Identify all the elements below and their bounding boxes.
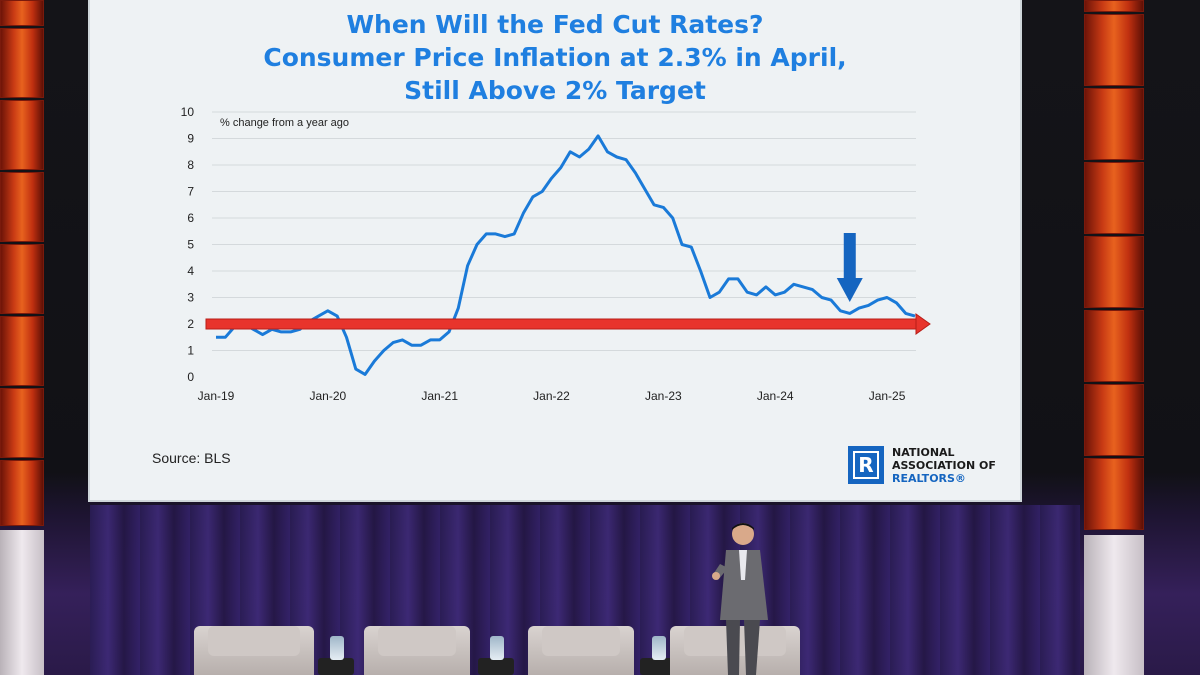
y-tick-label: 3 <box>187 291 194 305</box>
stage-chair <box>194 626 314 675</box>
x-tick-label: Jan-20 <box>309 389 346 403</box>
chart-gridlines <box>212 111 916 351</box>
left-light-pillar <box>0 0 44 675</box>
slide-title-line-2: Consumer Price Inflation at 2.3% in Apri… <box>263 43 847 72</box>
y-axis-label: % change from a year ago <box>220 117 349 129</box>
x-tick-label: Jan-25 <box>869 389 906 403</box>
y-tick-label: 2 <box>187 317 194 331</box>
slide-source: Source: BLS <box>152 450 231 466</box>
y-tick-label: 10 <box>181 105 195 119</box>
x-tick-label: Jan-22 <box>533 389 570 403</box>
nar-logo-mark: R <box>853 451 879 479</box>
target-arrow-shaft <box>205 318 917 330</box>
nar-logo-line-3: REALTORS® <box>892 472 966 485</box>
side-table <box>640 658 676 675</box>
x-tick-label: Jan-23 <box>645 389 682 403</box>
stage-chair <box>528 626 634 675</box>
cpi-series-line <box>216 134 916 376</box>
speaker-figure <box>712 523 768 675</box>
water-bottle <box>490 636 504 660</box>
x-tick-label: Jan-19 <box>198 389 235 403</box>
nar-logo-text: NATIONAL ASSOCIATION OF REALTORS® <box>892 446 996 485</box>
nar-logo-line-2: ASSOCIATION OF <box>892 459 996 472</box>
right-light-pillar <box>1084 0 1144 675</box>
annotation-layer <box>205 233 931 335</box>
y-tick-label: 9 <box>187 132 194 146</box>
x-tick-label: Jan-21 <box>421 389 458 403</box>
nar-logo-icon: R <box>848 446 884 484</box>
y-tick-label: 4 <box>187 264 194 278</box>
x-tick-label: Jan-24 <box>757 389 794 403</box>
y-tick-label: 0 <box>187 370 194 384</box>
slide-title-line-3: Still Above 2% Target <box>404 76 706 105</box>
side-table <box>478 658 514 675</box>
marker-arrow-shaft <box>843 233 856 279</box>
water-bottle <box>652 636 666 660</box>
slide-title-line-1: When Will the Fed Cut Rates? <box>346 10 764 39</box>
y-tick-label: 7 <box>187 185 194 199</box>
stage-chair <box>364 626 470 675</box>
y-tick-label: 1 <box>187 344 194 358</box>
marker-arrow-head <box>836 278 863 302</box>
y-tick-label: 8 <box>187 158 194 172</box>
y-axis-ticks: 0 1 2 3 4 5 6 7 8 9 10 <box>181 105 195 384</box>
y-tick-label: 5 <box>187 238 194 252</box>
side-table <box>318 658 354 675</box>
nar-logo-line-1: NATIONAL <box>892 446 955 459</box>
y-tick-label: 6 <box>187 211 194 225</box>
series-layer <box>216 134 916 376</box>
x-axis-ticks: Jan-19 Jan-20 Jan-21 Jan-22 Jan-23 Jan-24 Jan-… <box>198 389 906 403</box>
target-arrow-head <box>915 313 931 335</box>
water-bottle <box>330 636 344 660</box>
projection-screen: When Will the Fed Cut Rates? Consumer Pr… <box>90 0 1020 500</box>
